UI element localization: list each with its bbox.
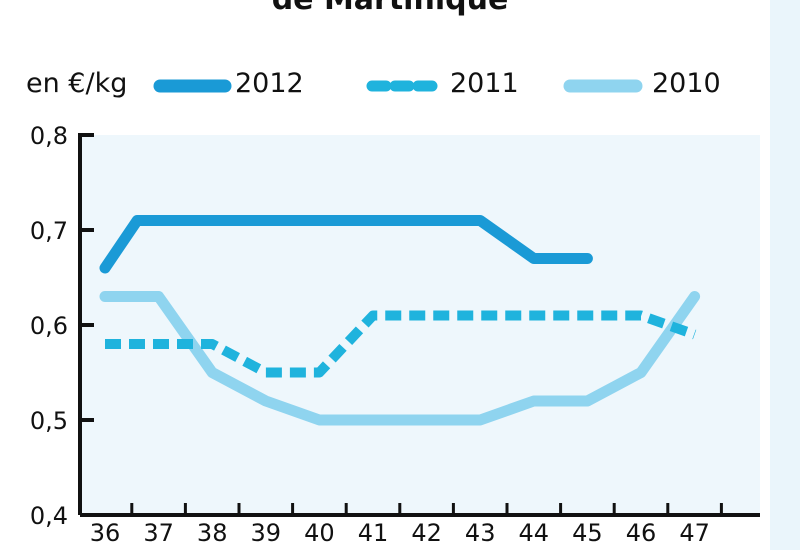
y-tick-label-0,5: 0,5 [30,407,68,435]
y-unit-label: en €/kg [26,68,128,99]
x-tick-label-46: 46 [626,519,657,547]
x-tick-label-40: 40 [304,519,335,547]
y-tick-label-0,8: 0,8 [30,122,68,150]
legend-label-2011: 2011 [450,68,519,99]
y-tick-label-0,7: 0,7 [30,217,68,245]
series-line-2010 [99,291,701,426]
y-tick-label-0,6: 0,6 [30,312,68,340]
series-line-2011 [105,310,697,378]
legend-label-2010: 2010 [652,68,721,99]
x-tick-label-39: 39 [251,519,282,547]
x-tick-label-36: 36 [90,519,121,547]
x-tick-label-44: 44 [519,519,550,547]
x-tick-label-38: 38 [197,519,228,547]
legend-label-2012: 2012 [235,68,304,99]
right-edge-panel [770,0,800,550]
x-tick-label-41: 41 [358,519,389,547]
plot-area [80,135,760,515]
x-tick-label-37: 37 [143,519,174,547]
x-tick-label-43: 43 [465,519,496,547]
y-tick-label-0,4: 0,4 [30,502,68,530]
series-line-2012 [99,215,593,274]
chart-title: de Martinique [0,0,780,17]
x-tick-label-42: 42 [411,519,442,547]
x-tick-label-45: 45 [572,519,603,547]
x-tick-label-47: 47 [679,519,710,547]
